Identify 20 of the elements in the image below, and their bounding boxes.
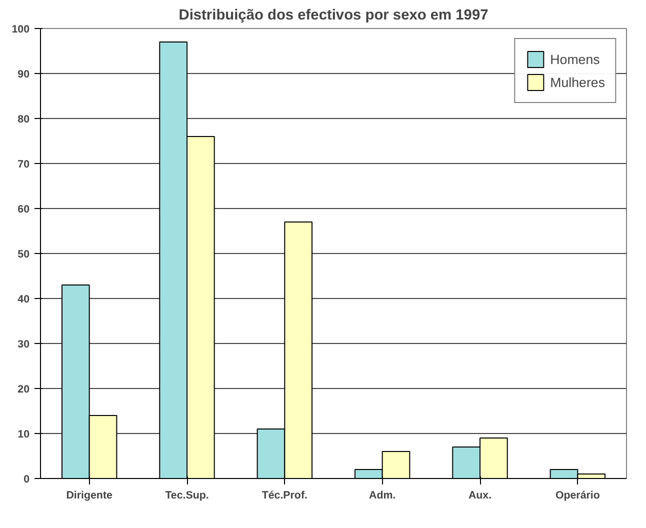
y-tick-label: 30 xyxy=(18,338,30,350)
y-tick-label: 90 xyxy=(18,68,30,80)
x-tick-label: Aux. xyxy=(468,490,492,502)
y-tick-label: 10 xyxy=(18,428,30,440)
x-tick-label: Tec.Sup. xyxy=(165,490,209,502)
chart-title: Distribuição dos efectivos por sexo em 1997 xyxy=(178,8,488,24)
legend-label: Mulheres xyxy=(550,74,605,90)
y-tick-label: 40 xyxy=(18,294,30,306)
y-tick-label: 20 xyxy=(18,384,30,396)
x-tick-label: Téc.Prof. xyxy=(262,490,308,502)
x-tick-label: Adm. xyxy=(369,490,396,502)
y-tick-label: 70 xyxy=(18,158,30,170)
y-tick-label: 0 xyxy=(24,474,30,486)
x-tick-label: Operário xyxy=(555,490,600,502)
y-tick-label: 60 xyxy=(18,204,30,216)
legend-label: Homens xyxy=(550,52,600,66)
x-tick-label: Dirigente xyxy=(66,490,112,502)
y-tick-label: 80 xyxy=(18,114,30,126)
y-tick-label: 50 xyxy=(18,248,30,260)
y-tick-label: 100 xyxy=(12,24,30,36)
